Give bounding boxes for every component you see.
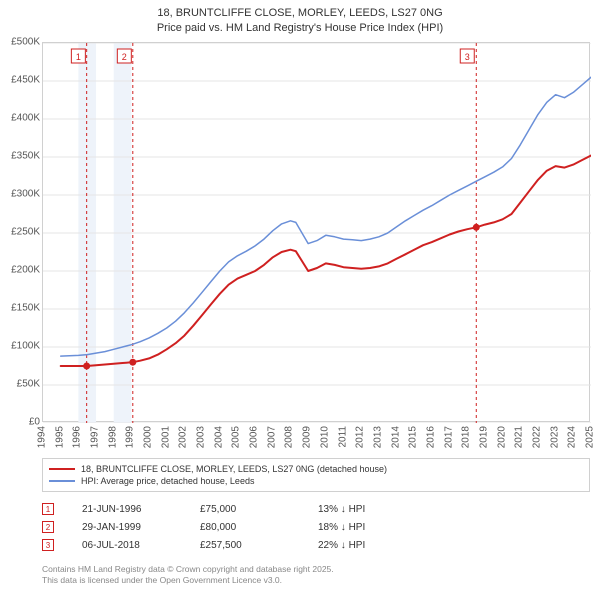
svg-text:2: 2 [122,52,127,62]
y-tick-label: £500K [0,37,40,48]
transaction-marker: 1 [42,503,54,515]
footer-line-1: Contains HM Land Registry data © Crown c… [42,564,334,575]
transaction-date: 06-JUL-2018 [82,540,172,551]
transactions-table: 1 21-JUN-1996 £75,000 13% ↓ HPI 2 29-JAN-1999… [42,500,408,554]
x-tick-label: 2019 [478,426,489,448]
transaction-price: £80,000 [200,522,290,533]
transaction-row: 2 29-JAN-1999 £80,000 18% ↓ HPI [42,518,408,536]
title-line-1: 18, BRUNTCLIFFE CLOSE, MORLEY, LEEDS, LS… [0,6,600,21]
x-tick-label: 2018 [461,426,472,448]
y-tick-label: £400K [0,113,40,124]
x-tick-label: 2003 [196,426,207,448]
x-tick-label: 2025 [585,426,596,448]
x-tick-label: 2021 [514,426,525,448]
transaction-date: 29-JAN-1999 [82,522,172,533]
x-tick-label: 1996 [72,426,83,448]
x-tick-label: 1994 [37,426,48,448]
x-tick-label: 2006 [249,426,260,448]
x-tick-label: 2004 [213,426,224,448]
legend-label-price-paid: 18, BRUNTCLIFFE CLOSE, MORLEY, LEEDS, LS… [81,464,387,474]
transaction-price: £257,500 [200,540,290,551]
transaction-price: £75,000 [200,504,290,515]
transaction-row: 3 06-JUL-2018 £257,500 22% ↓ HPI [42,536,408,554]
x-tick-label: 2024 [567,426,578,448]
title-line-2: Price paid vs. HM Land Registry's House … [0,21,600,36]
x-tick-label: 2012 [355,426,366,448]
chart-plot-area: 1 2 3 [42,42,590,422]
x-tick-label: 2009 [302,426,313,448]
legend-row-price-paid: 18, BRUNTCLIFFE CLOSE, MORLEY, LEEDS, LS… [49,463,583,475]
x-tick-label: 1999 [125,426,136,448]
transaction-marker: 2 [42,521,54,533]
transaction-date: 21-JUN-1996 [82,504,172,515]
y-tick-label: £350K [0,151,40,162]
x-tick-label: 2008 [284,426,295,448]
svg-text:1: 1 [76,52,81,62]
x-tick-label: 2007 [266,426,277,448]
x-tick-label: 2017 [443,426,454,448]
x-tick-label: 2023 [549,426,560,448]
transaction-hpi-delta: 13% ↓ HPI [318,504,408,515]
x-tick-label: 2002 [178,426,189,448]
x-tick-label: 2014 [390,426,401,448]
chart-svg: 1 2 3 [43,43,591,423]
transaction-row: 1 21-JUN-1996 £75,000 13% ↓ HPI [42,500,408,518]
y-tick-label: £250K [0,227,40,238]
chart-container: 18, BRUNTCLIFFE CLOSE, MORLEY, LEEDS, LS… [0,0,600,590]
transaction-marker: 3 [42,539,54,551]
legend: 18, BRUNTCLIFFE CLOSE, MORLEY, LEEDS, LS… [42,458,590,492]
y-tick-label: £0 [0,417,40,428]
x-tick-label: 2016 [425,426,436,448]
x-tick-label: 2000 [143,426,154,448]
x-tick-label: 2010 [319,426,330,448]
x-tick-label: 1997 [90,426,101,448]
x-tick-label: 1998 [107,426,118,448]
x-tick-label: 1995 [54,426,65,448]
y-tick-label: £300K [0,189,40,200]
legend-row-hpi: HPI: Average price, detached house, Leed… [49,475,583,487]
x-tick-label: 2001 [160,426,171,448]
y-tick-label: £100K [0,341,40,352]
x-tick-label: 2011 [337,426,348,448]
x-tick-label: 2005 [231,426,242,448]
title-block: 18, BRUNTCLIFFE CLOSE, MORLEY, LEEDS, LS… [0,0,600,36]
legend-swatch-hpi [49,480,75,482]
legend-label-hpi: HPI: Average price, detached house, Leed… [81,476,254,486]
x-tick-label: 2015 [408,426,419,448]
y-tick-label: £150K [0,303,40,314]
legend-swatch-price-paid [49,468,75,470]
svg-text:3: 3 [465,52,470,62]
x-tick-label: 2022 [531,426,542,448]
y-tick-label: £450K [0,75,40,86]
footer-line-2: This data is licensed under the Open Gov… [42,575,334,586]
x-tick-label: 2013 [372,426,383,448]
y-tick-label: £50K [0,379,40,390]
transaction-hpi-delta: 18% ↓ HPI [318,522,408,533]
footer: Contains HM Land Registry data © Crown c… [42,564,334,586]
x-tick-label: 2020 [496,426,507,448]
transaction-hpi-delta: 22% ↓ HPI [318,540,408,551]
y-tick-label: £200K [0,265,40,276]
